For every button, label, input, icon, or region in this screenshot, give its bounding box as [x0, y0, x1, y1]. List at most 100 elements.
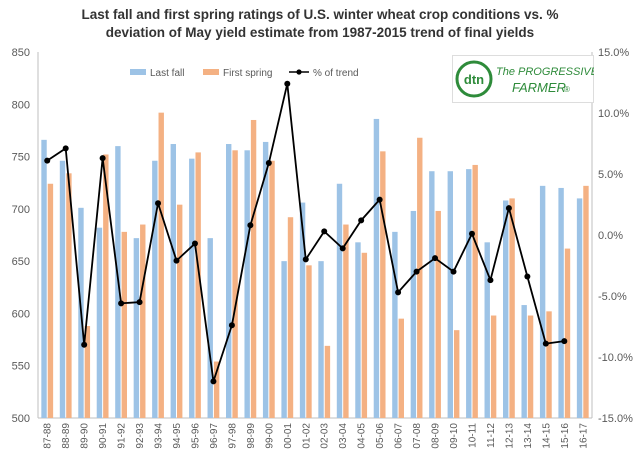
- bar-first-spring-98-99: [250, 119, 257, 418]
- bar-last-fall-03-04: [336, 183, 343, 418]
- x-tick-label-98-99: 98-99: [246, 423, 257, 449]
- bar-last-fall-14-15: [539, 185, 546, 418]
- legend: Last fall First spring % of trend: [130, 68, 359, 79]
- bar-first-spring-10-11: [472, 164, 478, 418]
- x-tick-label-14-15: 14-15: [541, 423, 552, 449]
- bar-first-spring-88-89: [66, 173, 72, 418]
- x-tick-label-97-98: 97-98: [227, 423, 238, 449]
- bar-first-spring-92-93: [140, 224, 146, 418]
- pct-of-trend-point-02-03: [321, 228, 328, 235]
- pct-of-trend-point-13-14: [524, 273, 531, 280]
- pct-of-trend-point-04-05: [358, 217, 365, 224]
- bar-last-fall-16-17: [576, 198, 583, 418]
- x-tick-label-09-10: 09-10: [449, 423, 460, 449]
- bar-last-fall-05-06: [373, 118, 380, 419]
- right-tick-label: 5.0%: [598, 169, 623, 181]
- bar-last-fall-00-01: [281, 261, 287, 418]
- bar-last-fall-87-88: [41, 139, 47, 418]
- x-tick-label-96-97: 96-97: [209, 423, 220, 449]
- bar-last-fall-02-03: [318, 261, 324, 418]
- pct-of-trend-point-95-96: [191, 240, 198, 247]
- right-tick-label: -10.0%: [598, 352, 633, 364]
- x-tick-label-10-11: 10-11: [467, 423, 478, 448]
- trend-line-group: [44, 80, 568, 385]
- pct-of-trend-point-15-16: [561, 338, 568, 345]
- left-tick-label: 550: [12, 361, 30, 373]
- bar-first-spring-87-88: [47, 183, 54, 418]
- legend-swatch-first-spring: [203, 69, 219, 75]
- pct-of-trend-point-08-09: [432, 255, 439, 262]
- left-tick-label: 600: [12, 308, 30, 320]
- x-tick-label-13-14: 13-14: [523, 423, 534, 449]
- pct-of-trend-point-03-04: [339, 245, 346, 252]
- bar-last-fall-09-10: [447, 171, 453, 418]
- pct-of-trend-point-06-07: [395, 289, 402, 296]
- bar-last-fall-13-14: [521, 305, 527, 418]
- bar-first-spring-07-08: [417, 137, 423, 418]
- bar-first-spring-12-13: [509, 198, 515, 418]
- bar-first-spring-02-03: [324, 345, 331, 418]
- left-tick-label: 500: [12, 413, 30, 425]
- bar-first-spring-15-16: [564, 248, 571, 418]
- pct-of-trend-point-93-94: [155, 200, 162, 207]
- x-tick-label-88-89: 88-89: [61, 423, 72, 449]
- bar-last-fall-08-09: [429, 171, 435, 418]
- chart-title-line-1: Last fall and first spring ratings of U.…: [81, 7, 559, 22]
- bar-last-fall-11-12: [484, 242, 490, 418]
- x-tick-label-92-93: 92-93: [135, 423, 146, 449]
- bar-last-fall-04-05: [355, 242, 361, 418]
- bar-last-fall-15-16: [558, 187, 564, 418]
- logo-line-2: FARMER: [512, 80, 566, 95]
- bar-first-spring-06-07: [398, 318, 404, 418]
- bar-first-spring-11-12: [490, 315, 497, 418]
- x-tick-label-95-96: 95-96: [190, 423, 201, 449]
- x-tick-label-15-16: 15-16: [560, 423, 571, 449]
- pct-of-trend-point-96-97: [210, 378, 217, 385]
- legend-label-pct-trend: % of trend: [313, 68, 359, 79]
- right-tick-label: -15.0%: [598, 413, 633, 425]
- x-tick-label-90-91: 90-91: [98, 423, 109, 449]
- pct-of-trend-point-88-89: [62, 145, 69, 152]
- x-tick-label-05-06: 05-06: [375, 423, 386, 449]
- x-tick-label-99-00: 99-00: [264, 423, 275, 449]
- x-tick-label-00-01: 00-01: [283, 423, 294, 449]
- bar-last-fall-98-99: [244, 150, 250, 419]
- bar-last-fall-10-11: [466, 169, 472, 418]
- right-tick-label: -5.0%: [598, 291, 627, 303]
- bar-last-fall-94-95: [170, 144, 176, 418]
- bar-first-spring-89-90: [84, 325, 91, 418]
- bar-last-fall-92-93: [133, 238, 140, 418]
- pct-of-trend-point-99-00: [265, 160, 272, 167]
- logo-registered-mark: ®: [564, 85, 570, 94]
- bar-first-spring-09-10: [454, 330, 460, 418]
- bar-first-spring-16-17: [583, 185, 589, 418]
- left-tick-label: 850: [12, 47, 30, 59]
- x-tick-label-89-90: 89-90: [80, 423, 91, 449]
- bar-first-spring-00-01: [287, 217, 294, 418]
- pct-of-trend-point-98-99: [247, 222, 254, 229]
- x-tick-label-16-17: 16-17: [578, 423, 589, 449]
- bar-first-spring-14-15: [546, 311, 552, 418]
- bar-last-fall-95-96: [189, 158, 195, 418]
- bar-last-fall-96-97: [207, 238, 213, 418]
- pct-of-trend-point-09-10: [450, 268, 457, 275]
- bar-last-fall-99-00: [262, 141, 269, 418]
- legend-swatch-last-fall: [130, 69, 146, 75]
- logo-badge-circle: [455, 60, 493, 98]
- left-tick-label: 650: [12, 256, 30, 268]
- pct-of-trend-point-87-88: [44, 157, 51, 164]
- right-tick-label: 0.0%: [598, 230, 623, 242]
- bar-last-fall-88-89: [59, 160, 66, 418]
- legend-marker-pct-trend: [296, 69, 302, 75]
- bar-first-spring-03-04: [343, 224, 349, 418]
- logo-badge-text: dtn: [464, 72, 484, 87]
- pct-of-trend-point-92-93: [136, 299, 143, 306]
- left-tick-label: 700: [12, 204, 30, 216]
- logo-line-1: The PROGRESSIVE: [496, 66, 594, 78]
- left-tick-label: 750: [12, 152, 30, 164]
- x-tick-label-02-03: 02-03: [320, 423, 331, 449]
- bar-last-fall-12-13: [503, 200, 509, 418]
- pct-of-trend-point-91-92: [118, 300, 125, 307]
